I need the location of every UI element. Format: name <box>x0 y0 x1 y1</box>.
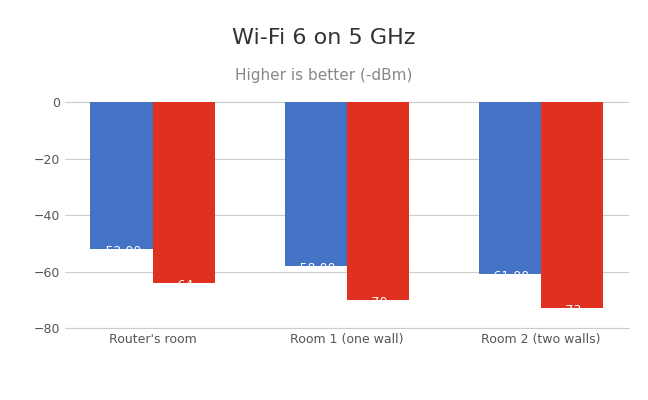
Text: -64: -64 <box>174 278 194 292</box>
Text: -58.00: -58.00 <box>295 262 336 275</box>
Text: Higher is better (-dBm): Higher is better (-dBm) <box>235 68 413 83</box>
Text: Wi-Fi 6 on 5 GHz: Wi-Fi 6 on 5 GHz <box>232 28 416 48</box>
Bar <box>347 102 409 300</box>
Bar <box>152 102 214 283</box>
Bar <box>91 102 152 249</box>
Text: -61.00: -61.00 <box>490 270 530 283</box>
Bar <box>284 102 347 266</box>
Bar <box>541 102 603 308</box>
Text: -73: -73 <box>562 304 582 317</box>
Text: -52.00: -52.00 <box>101 245 142 258</box>
Text: -70: -70 <box>367 296 388 308</box>
Bar <box>479 102 541 274</box>
